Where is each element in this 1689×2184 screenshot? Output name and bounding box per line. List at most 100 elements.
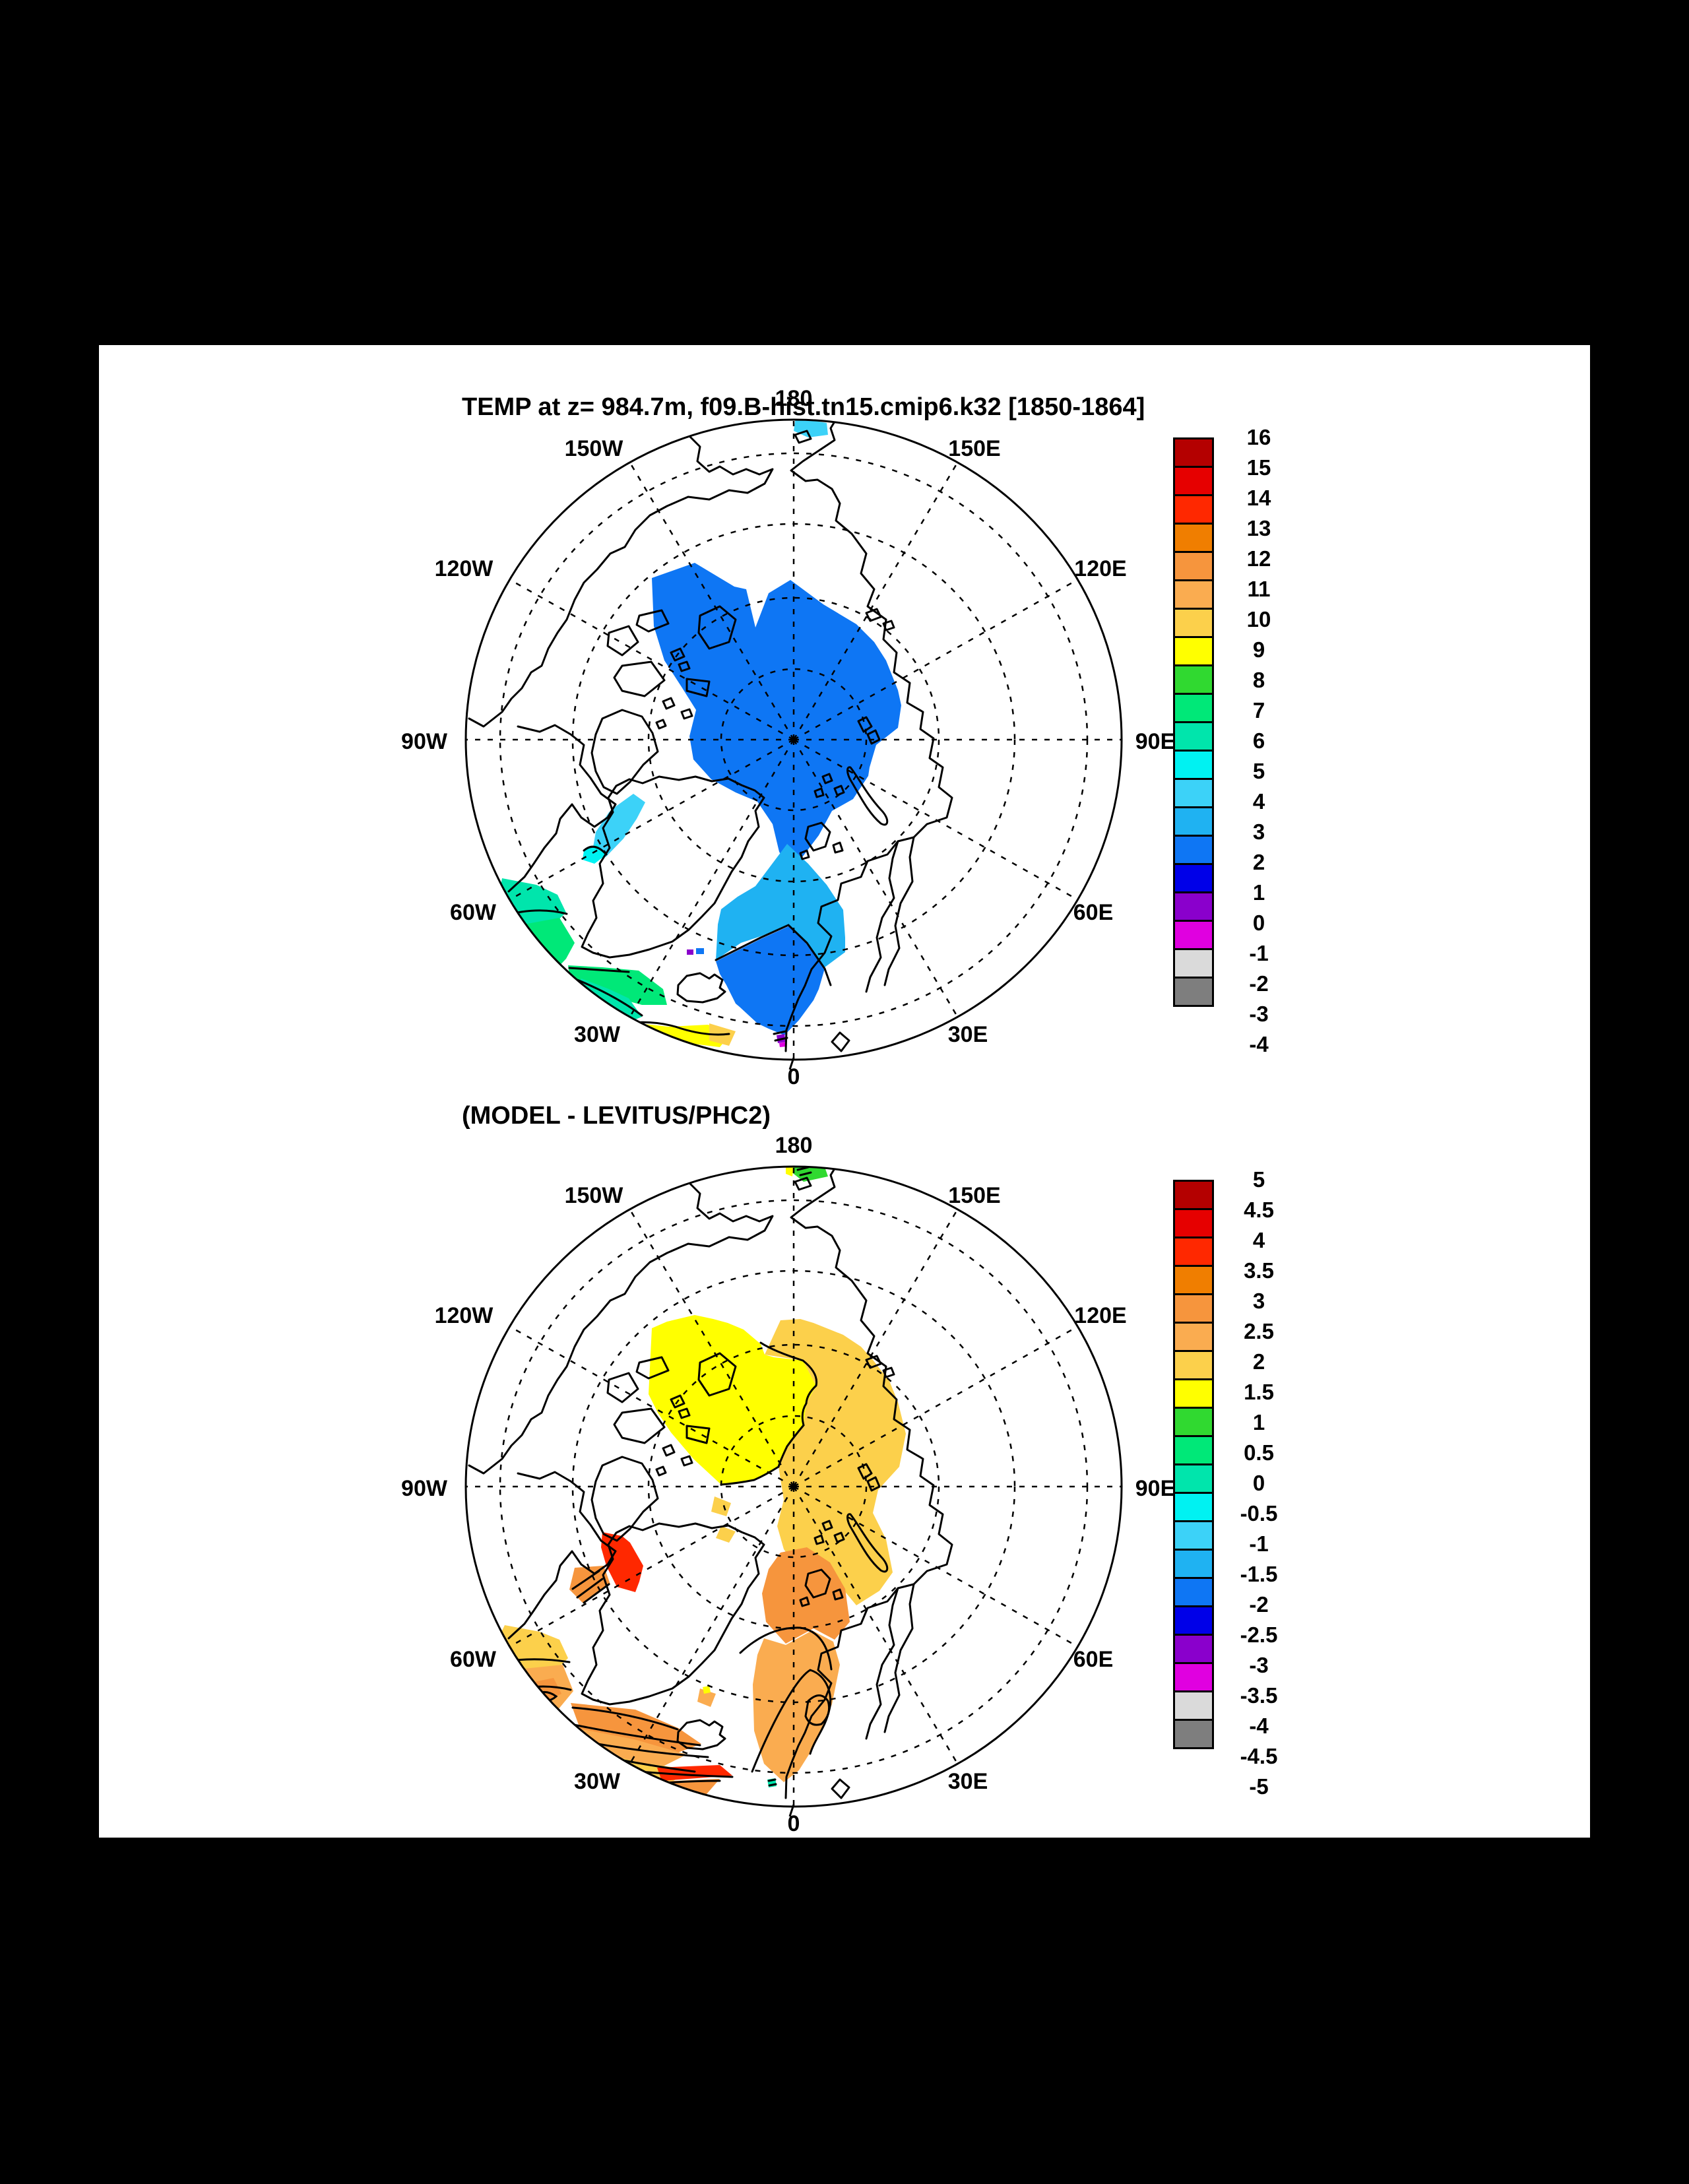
map1-longitude-labels: 180 150W 120W 90W 60W 30W 0 30E 60E 90E … [401, 386, 1175, 1089]
lon-label-120W: 120W [435, 556, 494, 581]
lon-label-150W: 150W [565, 436, 624, 461]
lon-label-90W: 90W [401, 1476, 448, 1501]
lon-label-90E: 90E [1135, 729, 1176, 754]
colorbar-tick-label--2: -2 [1249, 1592, 1269, 1617]
colorbar-tick-label-3: 3 [1252, 1289, 1265, 1313]
lon-label-30E: 30E [948, 1769, 988, 1794]
colorbar-tick-label-15: 15 [1246, 455, 1271, 480]
colorbar-tick-label--1: -1 [1249, 1531, 1269, 1556]
colorbar-tick-label-0: 0 [1252, 911, 1265, 935]
colorbar-tick-label-8: 8 [1252, 668, 1265, 692]
lon-label-60W: 60W [450, 900, 497, 925]
colorbar-top-swatches [1173, 437, 1214, 1007]
lon-label-120W: 120W [435, 1303, 494, 1328]
colorbar-tick-label-4: 4 [1252, 1228, 1265, 1252]
colorbar-swatch-4-to-5 [1173, 750, 1214, 780]
colorbar-bottom: 5 4.5 4 3.5 3 2.5 2 1.5 1 0.5 0 -0.5 -1 -1.5 -2 -2.5 -3 -… [1173, 1167, 1371, 1800]
colorbar-swatch-2-to-3 [1173, 806, 1214, 837]
colorbar-bottom-swatches [1173, 1180, 1214, 1749]
colorbar-tick-label--5: -5 [1249, 1774, 1269, 1799]
colorbar-tick-label-4: 4 [1252, 789, 1265, 814]
colorbar-swatch-5-to-6 [1173, 721, 1214, 752]
colorbar-swatch-0-to-1 [1173, 863, 1214, 893]
colorbar-tick-label-7: 7 [1252, 698, 1265, 723]
fill-baffin-orange-streak [569, 1566, 610, 1603]
colorbar-tick-label-0.5: 0.5 [1244, 1440, 1274, 1465]
panel2-title: (MODEL - LEVITUS/PHC2) [462, 1102, 771, 1130]
fill-fram-orange-2.5to3 [762, 1547, 850, 1644]
colorbar-tick-label--3: -3 [1249, 1653, 1269, 1677]
colorbar-swatch--2-to--1.5 [1173, 1549, 1214, 1579]
fill-spot-south-iceland-magenta [779, 1042, 786, 1047]
lon-label-120E: 120E [1074, 1303, 1126, 1328]
map2-longitude-labels: 180 150W 120W 90W 60W 30W 0 30E 60E 90E … [401, 1133, 1175, 1836]
colorbar-bottom-labels: 5 4.5 4 3.5 3 2.5 2 1.5 1 0.5 0 -0.5 -1 -1.5 -2 -2.5 -3 -… [1206, 1167, 1312, 1799]
colorbar-swatch-2.5-to-3 [1173, 1293, 1214, 1324]
colorbar-tick-label-2.5: 2.5 [1244, 1319, 1274, 1343]
panel1-title: TEMP at z= 984.7m, f09.B-hist.tn15.cmip6… [462, 393, 1145, 421]
fill-gold-fragment-2 [716, 1526, 736, 1543]
colorbar-swatch--1-to--0.5 [1173, 1492, 1214, 1522]
fill-chukchi-green-0.5to1 [790, 1167, 828, 1182]
prime-meridian-tick [788, 1057, 795, 1070]
colorbar-tick-label-16: 16 [1246, 425, 1271, 449]
colorbar-tick-label-1: 1 [1252, 1410, 1265, 1434]
colorbar-tick-label-3.5: 3.5 [1244, 1258, 1274, 1283]
map-top-polar-temp: 180 150W 120W 90W 60W 30W 0 30E 60E 90E … [401, 386, 1175, 1089]
colorbar-tick-label-10: 10 [1246, 607, 1271, 631]
colorbar-tick-label--2: -2 [1249, 971, 1269, 996]
fill-arctic-east-1.5to2 [765, 1319, 906, 1605]
colorbar-tick-label-9: 9 [1252, 637, 1265, 662]
colorbar-tick-label-1: 1 [1252, 880, 1265, 905]
colorbar-tick-label--2.5: -2.5 [1240, 1622, 1278, 1647]
colorbar-tick-label--3.5: -3.5 [1240, 1683, 1278, 1708]
fill-speck-violet [687, 949, 693, 955]
fill-gold-fragment-1 [711, 1496, 731, 1516]
colorbar-tick-label-14: 14 [1246, 486, 1271, 510]
colorbar-tick-label--1.5: -1.5 [1240, 1562, 1278, 1586]
fill-davis-strait-3to4 [592, 794, 645, 857]
colorbar-tick-label-2: 2 [1252, 850, 1265, 874]
lon-label-90E: 90E [1135, 1476, 1176, 1501]
colorbar-tick-label--0.5: -0.5 [1240, 1501, 1278, 1526]
lon-label-0: 0 [788, 1811, 800, 1836]
colorbar-tick-label-3: 3 [1252, 819, 1265, 844]
colorbar-swatch--5-to--4.5 [1173, 1719, 1214, 1749]
figure-panel: 180 150W 120W 90W 60W 30W 0 30E 60E 90E … [99, 345, 1590, 1838]
colorbar-swatch-4.5-to-5 [1173, 1180, 1214, 1210]
fill-chukchi-yellow-fringe [786, 1167, 794, 1176]
colorbar-tick-label-5: 5 [1252, 759, 1265, 783]
colorbar-swatch--1.5-to--1 [1173, 1520, 1214, 1551]
fill-central-arctic-1to2 [652, 563, 901, 877]
lon-label-0: 0 [788, 1064, 800, 1089]
fill-yellow-speck [703, 1686, 711, 1694]
fill-baffin-red-3.5to4 [601, 1532, 643, 1592]
fill-iceland-west-fragment [697, 1688, 716, 1707]
lon-label-150E: 150E [948, 436, 1000, 461]
colorbar-tick-label--4.5: -4.5 [1240, 1744, 1278, 1768]
lon-label-180: 180 [775, 1133, 813, 1158]
lon-label-60E: 60E [1073, 900, 1114, 925]
colorbar-top: 16 15 14 13 12 11 10 9 8 7 6 5 4 3 2 1 0 -1 -2 -3 -4 [1173, 425, 1371, 1058]
colorbar-swatch--4-to--3.5 [1173, 1662, 1214, 1692]
fill-atlantic-green-6to7 [568, 965, 667, 1005]
lon-label-180: 180 [775, 386, 813, 411]
colorbar-tick-label-2: 2 [1252, 1349, 1265, 1374]
colorbar-tick-label-12: 12 [1246, 546, 1271, 571]
colorbar-tick-label--1: -1 [1249, 941, 1269, 965]
fill-speck-blue [696, 948, 704, 954]
map-bottom-polar-diff: 180 150W 120W 90W 60W 30W 0 30E 60E 90E … [401, 1133, 1175, 1836]
colorbar-swatch--4-to--3 [1173, 977, 1214, 1007]
lon-label-30W: 30W [574, 1769, 621, 1794]
colorbar-top-labels: 16 15 14 13 12 11 10 9 8 7 6 5 4 3 2 1 0 -1 -2 -3 -4 [1206, 425, 1312, 1056]
prime-meridian-tick [788, 1804, 795, 1817]
colorbar-tick-label--3: -3 [1249, 1002, 1269, 1026]
lon-label-30E: 30E [948, 1022, 988, 1047]
colorbar-tick-label-11: 11 [1247, 577, 1271, 601]
fill-greenland-sea-2to3 [716, 844, 845, 967]
fill-arctic-west-1to1.5 [649, 1315, 816, 1485]
colorbar-swatch-13-to-14 [1173, 494, 1214, 525]
lon-label-150W: 150W [565, 1183, 624, 1208]
colorbar-swatch--2-to--1 [1173, 920, 1214, 950]
